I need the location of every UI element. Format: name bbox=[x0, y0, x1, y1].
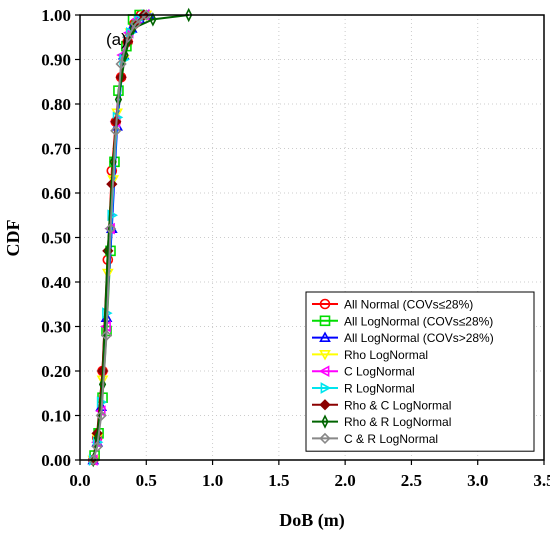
x-tick-label: 1.0 bbox=[202, 471, 223, 490]
legend-entry: Rho & C LogNormal bbox=[312, 398, 451, 412]
x-axis-ticks: 0.0 0.5 1.0 1.5 2.0 2.5 3.0 3.5 bbox=[69, 460, 550, 490]
x-tick-label: 0.5 bbox=[136, 471, 157, 490]
x-tick-label: 2.5 bbox=[401, 471, 422, 490]
series-point bbox=[95, 409, 107, 422]
legend-marker bbox=[321, 414, 329, 429]
legend-label: All Normal (COVs≤28%) bbox=[344, 298, 473, 312]
legend-label: C LogNormal bbox=[344, 365, 415, 379]
x-axis-label: DoB (m) bbox=[279, 510, 345, 531]
series-8 bbox=[87, 9, 152, 466]
legend-label: C & R LogNormal bbox=[344, 432, 438, 446]
series-point bbox=[140, 9, 152, 21]
legend-entry: Rho LogNormal bbox=[312, 348, 428, 362]
y-tick-label: 0.10 bbox=[41, 407, 71, 426]
x-tick-label: 1.5 bbox=[268, 471, 289, 490]
legend-label: Rho & C LogNormal bbox=[344, 398, 451, 412]
legend-entry: R LogNormal bbox=[312, 382, 415, 396]
series-point bbox=[185, 7, 193, 23]
legend-entry: C & R LogNormal bbox=[312, 432, 438, 446]
legend-label: All LogNormal (COVs>28%) bbox=[344, 331, 494, 345]
series-point bbox=[149, 12, 157, 27]
legend-marker bbox=[319, 298, 331, 310]
y-tick-label: 0.60 bbox=[41, 184, 71, 203]
series-point bbox=[130, 18, 142, 30]
series-line bbox=[92, 14, 147, 461]
y-tick-label: 0.50 bbox=[41, 229, 71, 248]
legend-marker bbox=[319, 315, 331, 327]
x-tick-label: 0.0 bbox=[69, 471, 90, 490]
series-point bbox=[100, 329, 113, 342]
legend-label: Rho & R LogNormal bbox=[344, 415, 451, 429]
series-point bbox=[91, 441, 103, 453]
legend-label: Rho LogNormal bbox=[344, 348, 428, 362]
x-tick-label: 3.0 bbox=[467, 471, 488, 490]
y-tick-label: 0.70 bbox=[41, 140, 71, 159]
legend-entry: All LogNormal (COVs≤28%) bbox=[312, 314, 493, 328]
x-tick-label: 3.5 bbox=[533, 471, 550, 490]
legend-marker bbox=[319, 399, 331, 411]
x-tick-label: 2.0 bbox=[335, 471, 356, 490]
y-tick-label: 1.00 bbox=[41, 6, 71, 25]
legend-label: All LogNormal (COVs≤28%) bbox=[344, 314, 493, 328]
legend-box bbox=[305, 291, 535, 452]
legend-marker bbox=[318, 365, 330, 378]
y-tick-label: 0.30 bbox=[41, 318, 71, 337]
y-tick-label: 0.90 bbox=[41, 51, 71, 70]
legend-entry: Rho & R LogNormal bbox=[312, 414, 451, 429]
legend-label: R LogNormal bbox=[344, 382, 415, 396]
y-tick-label: 0.20 bbox=[41, 362, 71, 381]
legend-marker bbox=[319, 331, 331, 343]
series-point bbox=[122, 31, 134, 43]
y-axis-ticks: 0.00 0.10 0.20 0.30 0.40 0.50 0.60 0.70 0.80 0.90… bbox=[41, 6, 80, 470]
legend-entry: C LogNormal bbox=[312, 365, 415, 379]
y-tick-label: 0.00 bbox=[41, 451, 71, 470]
series-point bbox=[104, 222, 117, 235]
legend-marker bbox=[320, 382, 332, 394]
legend-entry: All LogNormal (COVs>28%) bbox=[312, 331, 494, 345]
legend: All Normal (COVs≤28%) All LogNormal (COVs… bbox=[305, 291, 535, 452]
legend-marker bbox=[319, 349, 331, 361]
legend-entry: All Normal (COVs≤28%) bbox=[312, 298, 473, 312]
series-point bbox=[110, 125, 122, 137]
series-point bbox=[115, 58, 127, 70]
series-point bbox=[87, 454, 99, 466]
y-tick-label: 0.40 bbox=[41, 273, 71, 292]
panel-annotation: (a) bbox=[106, 30, 127, 49]
legend-marker bbox=[319, 432, 331, 445]
series-layer bbox=[87, 7, 193, 468]
y-axis-label: CDF bbox=[3, 220, 23, 257]
y-tick-label: 0.80 bbox=[41, 95, 71, 114]
